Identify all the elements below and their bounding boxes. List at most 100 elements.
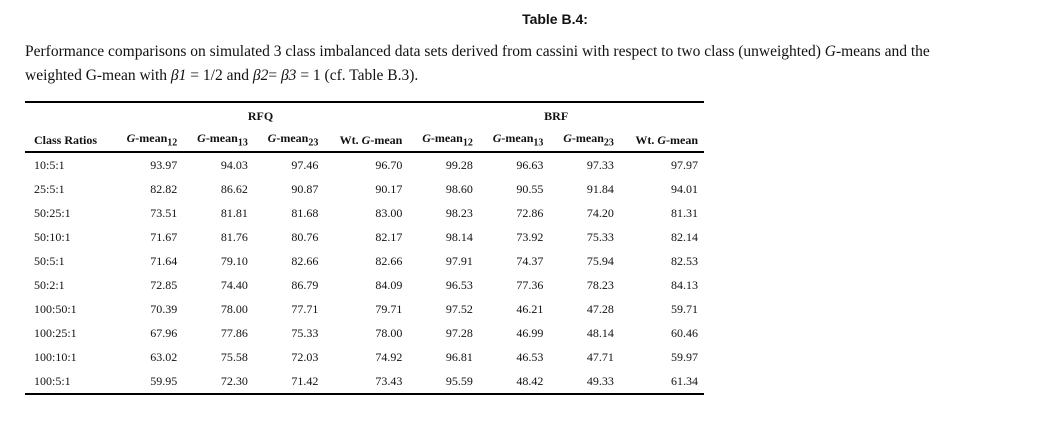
class-ratio-cell: 50:10:1 <box>34 229 71 244</box>
column-header: Class Ratios <box>25 129 113 153</box>
value-cell: 72.30 <box>183 369 254 395</box>
value-cell: 75.58 <box>220 349 248 364</box>
value-cell: 82.82 <box>150 181 178 196</box>
column-header: Wt. G-mean <box>619 129 704 153</box>
value-cell: 82.14 <box>671 229 698 244</box>
value-cell: 77.71 <box>291 301 319 316</box>
value-cell: 81.81 <box>220 205 248 220</box>
value-cell: 82.53 <box>671 253 698 268</box>
table-row: 50:2:1 72.85 74.40 86.79 84.09 96.53 77.36 78.2… <box>25 273 704 297</box>
value-cell: 90.17 <box>375 181 403 196</box>
column-header: G-mean13 <box>183 129 254 153</box>
value-cell: 84.09 <box>375 277 403 292</box>
class-ratio-cell: 100:5:1 <box>25 369 113 395</box>
value-cell: 70.39 <box>150 301 178 316</box>
table-row: 50:25:1 73.51 81.81 81.68 83.00 98.23 72.86 74.… <box>25 201 704 225</box>
value-cell: 59.95 <box>112 369 184 395</box>
value-cell: 81.68 <box>291 205 319 220</box>
value-cell: 59.97 <box>671 349 698 364</box>
value-cell: 74.92 <box>375 349 403 364</box>
table-row: 100:5:1 59.95 72.30 71.42 73.43 95.59 48.42 49.… <box>25 369 704 395</box>
class-ratio-cell: 25:5:1 <box>34 181 65 196</box>
table-row: 10:5:1 93.97 94.03 97.46 96.70 99.28 96.63 97.3… <box>25 152 704 177</box>
value-cell: 93.97 <box>150 157 178 172</box>
value-cell: 73.51 <box>150 205 178 220</box>
value-cell: 81.31 <box>671 205 698 220</box>
table-row: 100:50:1 70.39 78.00 77.71 79.71 97.52 46.21 47… <box>25 297 704 321</box>
value-cell: 78.00 <box>220 301 248 316</box>
value-cell: 71.42 <box>253 369 325 395</box>
value-cell: 82.66 <box>291 253 319 268</box>
value-cell: 82.66 <box>375 253 403 268</box>
value-cell: 67.96 <box>150 325 178 340</box>
value-cell: 73.43 <box>324 369 409 395</box>
class-ratio-cell: 10:5:1 <box>34 157 65 172</box>
value-cell: 79.10 <box>220 253 248 268</box>
value-cell: 79.71 <box>375 301 403 316</box>
value-cell: 78.23 <box>586 277 614 292</box>
table-title: Table B.4: <box>522 11 588 27</box>
value-cell: 78.00 <box>375 325 403 340</box>
value-cell: 98.14 <box>445 229 473 244</box>
value-cell: 60.46 <box>671 325 698 340</box>
value-cell: 98.23 <box>445 205 473 220</box>
class-ratio-cell: 50:5:1 <box>34 253 65 268</box>
class-ratio-cell: 100:25:1 <box>34 325 77 340</box>
column-header: G-mean23 <box>549 129 620 153</box>
value-cell: 61.34 <box>619 369 704 395</box>
value-cell: 86.62 <box>220 181 248 196</box>
value-cell: 72.86 <box>516 205 544 220</box>
value-cell: 72.03 <box>291 349 319 364</box>
value-cell: 77.86 <box>220 325 248 340</box>
value-cell: 75.33 <box>291 325 319 340</box>
value-cell: 48.14 <box>586 325 614 340</box>
value-cell: 47.28 <box>586 301 614 316</box>
value-cell: 49.33 <box>549 369 620 395</box>
value-cell: 46.99 <box>516 325 544 340</box>
group-header-rfq: RFQ <box>112 101 409 129</box>
value-cell: 74.37 <box>516 253 544 268</box>
table-caption: Performance comparisons on simulated 3 c… <box>25 43 930 84</box>
value-cell: 96.70 <box>375 157 403 172</box>
value-cell: 99.28 <box>445 157 473 172</box>
value-cell: 75.94 <box>586 253 614 268</box>
value-cell: 98.60 <box>445 181 473 196</box>
value-cell: 74.40 <box>220 277 248 292</box>
value-cell: 97.91 <box>445 253 473 268</box>
class-ratio-cell: 50:25:1 <box>34 205 71 220</box>
column-header: G-mean13 <box>478 129 550 153</box>
column-header: G-mean23 <box>253 129 325 153</box>
class-ratio-cell: 50:2:1 <box>34 277 65 292</box>
value-cell: 74.20 <box>586 205 614 220</box>
table-row: 25:5:1 82.82 86.62 90.87 90.17 98.60 90.55 91.8… <box>25 177 704 201</box>
value-cell: 82.17 <box>375 229 403 244</box>
value-cell: 97.97 <box>671 157 698 172</box>
value-cell: 97.28 <box>445 325 473 340</box>
value-cell: 91.84 <box>586 181 614 196</box>
value-cell: 63.02 <box>150 349 178 364</box>
value-cell: 96.63 <box>516 157 544 172</box>
column-header: G-mean12 <box>408 129 479 153</box>
table-row: 50:5:1 71.64 79.10 82.66 82.66 97.91 74.37 75.9… <box>25 249 704 273</box>
value-cell: 97.46 <box>291 157 319 172</box>
value-cell: 47.71 <box>586 349 614 364</box>
value-cell: 95.59 <box>408 369 479 395</box>
column-header: G-mean12 <box>112 129 184 153</box>
value-cell: 46.53 <box>516 349 544 364</box>
value-cell: 94.03 <box>220 157 248 172</box>
value-cell: 97.52 <box>445 301 473 316</box>
value-cell: 97.33 <box>586 157 614 172</box>
value-cell: 96.81 <box>445 349 473 364</box>
value-cell: 48.42 <box>478 369 550 395</box>
value-cell: 75.33 <box>586 229 614 244</box>
results-table: RFQ BRF Class Ratios G-mean12 G-mean13 G-mea… <box>25 101 704 395</box>
value-cell: 84.13 <box>671 277 698 292</box>
column-header: Wt. G-mean <box>324 129 409 153</box>
value-cell: 71.64 <box>150 253 178 268</box>
table-row: 100:25:1 67.96 77.86 75.33 78.00 97.28 46.99 48… <box>25 321 704 345</box>
value-cell: 77.36 <box>516 277 544 292</box>
value-cell: 59.71 <box>671 301 698 316</box>
group-header-brf: BRF <box>408 101 704 129</box>
value-cell: 46.21 <box>516 301 544 316</box>
value-cell: 90.55 <box>516 181 544 196</box>
